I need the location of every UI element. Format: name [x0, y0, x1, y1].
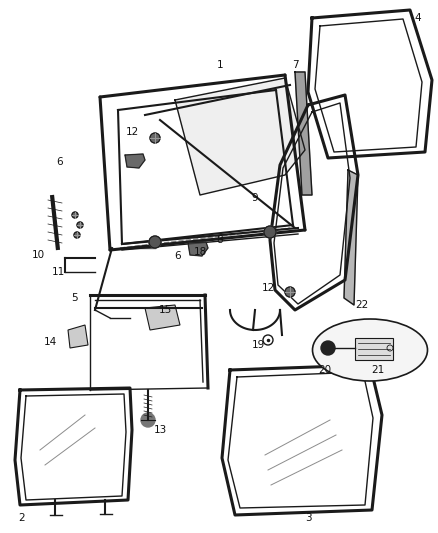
Circle shape: [141, 413, 155, 427]
Circle shape: [74, 232, 80, 238]
Text: 6: 6: [175, 251, 181, 261]
Text: 8: 8: [217, 235, 223, 245]
Ellipse shape: [312, 319, 427, 381]
Polygon shape: [188, 242, 208, 256]
Polygon shape: [175, 78, 305, 195]
Text: 22: 22: [355, 300, 369, 310]
Circle shape: [77, 222, 83, 228]
Circle shape: [321, 341, 335, 355]
Text: 9: 9: [252, 193, 258, 203]
Circle shape: [285, 287, 295, 297]
Text: 14: 14: [43, 337, 57, 347]
Text: 3: 3: [305, 513, 311, 523]
Circle shape: [150, 133, 160, 143]
Polygon shape: [68, 325, 88, 348]
Text: 1: 1: [217, 60, 223, 70]
Text: 2: 2: [19, 513, 25, 523]
Polygon shape: [125, 154, 145, 168]
Text: 18: 18: [193, 247, 207, 257]
Text: 12: 12: [125, 127, 138, 137]
Text: 4: 4: [415, 13, 421, 23]
Text: 6: 6: [57, 157, 64, 167]
Text: 12: 12: [261, 283, 275, 293]
Text: 10: 10: [32, 250, 45, 260]
Text: 21: 21: [371, 365, 385, 375]
Text: 7: 7: [292, 60, 298, 70]
Bar: [355, 338, 393, 360]
Text: 15: 15: [159, 305, 172, 315]
Text: 19: 19: [251, 340, 265, 350]
Circle shape: [264, 226, 276, 238]
Text: 11: 11: [51, 267, 65, 277]
Polygon shape: [295, 72, 312, 195]
Text: 13: 13: [153, 425, 166, 435]
Circle shape: [149, 236, 161, 248]
Circle shape: [72, 212, 78, 218]
Text: 20: 20: [318, 365, 332, 375]
Polygon shape: [145, 305, 180, 330]
Text: 5: 5: [72, 293, 78, 303]
Polygon shape: [344, 170, 358, 305]
